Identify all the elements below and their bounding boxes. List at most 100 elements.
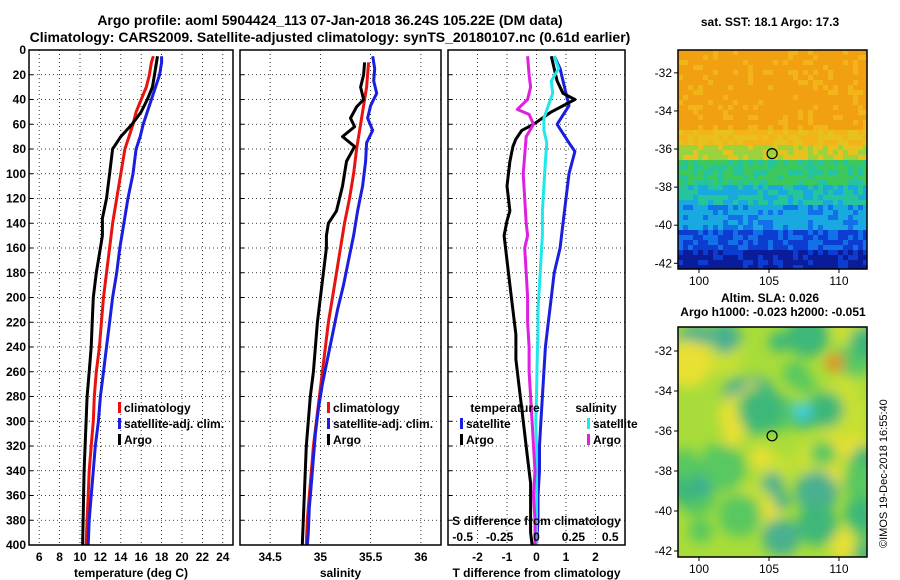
title-line-2: Climatology: CARS2009. Satellite-adjuste… [29, 29, 631, 45]
top-axis-label-s-difference: S difference from climatology [452, 514, 621, 528]
map-xtick-label: 105 [759, 274, 779, 288]
legend-argo-label: Argo [124, 433, 152, 447]
legend-argo-swatch [327, 434, 330, 445]
xtick-label-temperature: 14 [114, 550, 128, 564]
map-ytick-label: -40 [655, 218, 673, 232]
ytick-label-depth: 320 [6, 439, 26, 453]
ytick-label-depth: 300 [6, 414, 26, 428]
xtick-label-temperature: 6 [36, 550, 43, 564]
legend-title-salinity: salinity [575, 401, 617, 415]
ytick-label-depth: 200 [6, 291, 26, 305]
map-sla_map: -32 -34 -36 -38 -40 -42 100 105 110 Altim. SLA: 0… [655, 291, 868, 576]
legend-argo-label: Argo [333, 433, 361, 447]
ytick-label-depth: 160 [6, 241, 26, 255]
ytick-label-depth: 240 [6, 340, 26, 354]
ytick-label-depth: 280 [6, 390, 26, 404]
ytick-label-depth: 380 [6, 513, 26, 527]
xtick-label-temperature: 8 [56, 550, 63, 564]
xtick-label-temperature: 10 [73, 550, 87, 564]
ytick-label-depth: 220 [6, 315, 26, 329]
map-ytick-label: -38 [655, 464, 673, 478]
series-line-salinity-argo [515, 56, 537, 545]
map-field-sst_map [678, 50, 867, 269]
ytick-label-depth: 180 [6, 266, 26, 280]
legend-title-temperature: temperature [470, 401, 540, 415]
stick-label-s-difference: -0.5 [452, 530, 473, 544]
sst-map-title: sat. SST: 18.1 Argo: 17.3 [701, 15, 840, 29]
map-xtick-label: 100 [689, 274, 709, 288]
map-ytick-label: -32 [655, 344, 673, 358]
legend-sal-satellite-label: satellite [593, 417, 638, 431]
legend-temp-satellite-label: satellite [466, 417, 511, 431]
map-xtick-label: 100 [689, 562, 709, 576]
ytick-label-depth: 20 [13, 68, 27, 82]
xtick-label-difference: 2 [592, 550, 599, 564]
legend-temp-satellite-swatch [460, 418, 463, 429]
map-frame [677, 49, 868, 270]
map-ytick-label: -34 [655, 384, 673, 398]
legend-climatology-swatch [118, 402, 121, 413]
sla-map-title-line-2: Argo h1000: -0.023 h2000: -0.051 [680, 305, 866, 319]
series-line-satellite-adj-clim- [86, 56, 164, 546]
legend-climatology-swatch [327, 402, 330, 413]
frame-temperature [28, 49, 234, 546]
stick-label-s-difference: -0.25 [486, 530, 514, 544]
xtick-label-difference: -2 [472, 550, 483, 564]
xlabel-salinity: salinity [320, 566, 362, 580]
legend-satellite-swatch [327, 418, 330, 429]
xtick-label-temperature: 24 [216, 550, 230, 564]
panel-difference: -2 -1 0 1 2 T difference from climatology S di… [447, 49, 638, 580]
series-line-argo [81, 55, 159, 546]
map-xtick-label: 110 [829, 274, 848, 288]
ytick-label-depth: 340 [6, 464, 26, 478]
legend-temp-argo-label: Argo [466, 433, 494, 447]
xtick-label-temperature: 22 [196, 550, 210, 564]
ytick-label-depth: 100 [6, 167, 26, 181]
frame-salinity [239, 49, 442, 546]
xtick-label-temperature: 18 [155, 550, 169, 564]
map-ytick-label: -40 [655, 504, 673, 518]
xtick-label-difference: -1 [502, 550, 513, 564]
ytick-label-depth: 120 [6, 192, 26, 206]
legend-temp-argo-swatch [460, 434, 463, 445]
map-ytick-label: -34 [655, 104, 673, 118]
ytick-label-depth: 60 [13, 117, 27, 131]
credit-text: ©IMOS 19-Dec-2018 16:55:40 [878, 399, 890, 548]
series-line-climatology [84, 55, 155, 546]
series-line-satellite-adj-clim- [305, 55, 379, 546]
map-ytick-label: -36 [655, 142, 673, 156]
legend-satellite-label: satellite-adj. clim. [124, 417, 224, 431]
xtick-label-temperature: 16 [135, 550, 149, 564]
map-ytick-label: -42 [655, 544, 673, 558]
series-line-temperature-satellite [535, 55, 577, 546]
ytick-label-depth: 0 [19, 43, 26, 57]
frame-difference [447, 49, 626, 546]
xtick-label-salinity: 35.5 [359, 550, 383, 564]
xtick-label-temperature: 12 [94, 550, 108, 564]
legend-climatology-label: climatology [333, 401, 400, 415]
map-ytick-label: -36 [655, 424, 673, 438]
ytick-label-depth: 400 [6, 538, 26, 552]
panel-temperature: 6 8 10 12 14 16 18 20 22 240204060801001201401601… [6, 43, 234, 580]
xlabel-difference: T difference from climatology [452, 566, 620, 580]
xlabel-temperature: temperature (deg C) [74, 566, 188, 580]
argo-location-marker [766, 430, 778, 442]
ytick-label-depth: 360 [6, 489, 26, 503]
legend-climatology-label: climatology [124, 401, 191, 415]
map-ytick-label: -42 [655, 256, 673, 270]
series-line-temperature-argo [502, 55, 577, 546]
sla-blobs [678, 327, 867, 557]
xtick-label-salinity: 36 [414, 550, 428, 564]
panel-salinity: 34.5 35 35.5 36 salinity climatology satellite… [239, 49, 442, 580]
stick-label-s-difference: 0.25 [562, 530, 586, 544]
legend-sal-argo-label: Argo [593, 433, 621, 447]
series-line-climatology [304, 62, 371, 546]
ytick-label-depth: 80 [13, 142, 27, 156]
xtick-label-salinity: 34.5 [258, 550, 282, 564]
xtick-label-difference: 0 [533, 550, 540, 564]
map-ytick-label: -38 [655, 180, 673, 194]
map-sst_map: -32 -34 -36 -38 -40 -42 100 105 110 sat. SST: 18.… [655, 15, 868, 288]
stick-label-s-difference: 0 [533, 530, 540, 544]
